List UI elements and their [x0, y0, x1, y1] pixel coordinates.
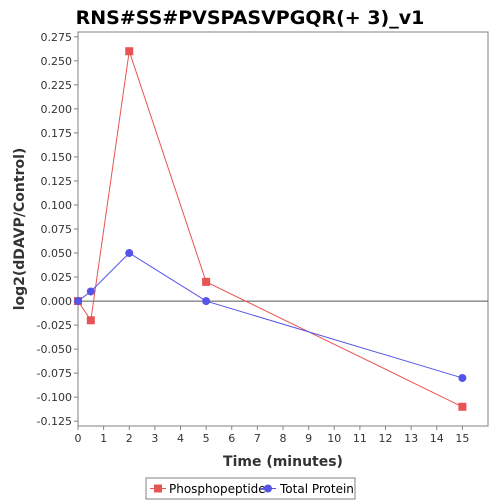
legend-label-total-protein: Total Protein [279, 482, 354, 496]
y-axis: -0.125 -0.100 -0.075 -0.050 -0.025 0.000 0.025… [37, 31, 78, 428]
x-tick-label: 1 [100, 432, 107, 445]
y-tick-label: -0.075 [37, 367, 72, 380]
y-tick-label: -0.025 [37, 319, 72, 332]
legend-marker-total-protein [264, 484, 272, 493]
data-point-total-protein [458, 373, 467, 382]
data-point-phosphopeptide [86, 316, 95, 325]
x-tick-label: 0 [75, 432, 82, 445]
legend-marker-phosphopeptide [154, 484, 162, 493]
y-tick-label: 0.175 [41, 127, 73, 140]
y-tick-label: 0.150 [41, 151, 73, 164]
x-tick-label: 8 [280, 432, 287, 445]
data-point-total-protein [74, 297, 82, 306]
y-tick-label: -0.050 [37, 343, 72, 356]
y-tick-label: 0.100 [41, 199, 73, 212]
data-point-phosphopeptide [458, 402, 467, 411]
x-tick-label: 9 [305, 432, 312, 445]
x-tick-label: 12 [379, 432, 393, 445]
y-tick-label: 0.225 [41, 79, 73, 92]
legend-box [145, 477, 356, 500]
y-tick-label: -0.100 [37, 391, 72, 404]
y-tick-label: 0.075 [41, 223, 73, 236]
x-axis-label: Time (minutes) [223, 454, 343, 470]
x-tick-label: 15 [455, 432, 469, 445]
y-tick-label: 0.000 [41, 295, 73, 308]
x-tick-label: 11 [353, 432, 367, 445]
x-axis: 0 1 2 3 4 5 6 7 8 9 10 11 12 13 14 15 [75, 426, 469, 445]
y-tick-label: 0.125 [41, 175, 73, 188]
x-tick-label: 10 [327, 432, 341, 445]
x-tick-label: 3 [151, 432, 158, 445]
data-point-phosphopeptide [125, 47, 134, 56]
data-point-total-protein [202, 297, 211, 306]
x-tick-label: 6 [228, 432, 235, 445]
data-point-phosphopeptide [202, 277, 211, 286]
y-tick-label: 0.250 [41, 55, 73, 68]
x-tick-label: 13 [404, 432, 418, 445]
x-tick-label: 5 [203, 432, 210, 445]
x-tick-label: 7 [254, 432, 261, 445]
data-point-total-protein [86, 287, 95, 296]
legend: Phosphopeptide Total Protein [145, 477, 356, 500]
y-tick-label: -0.125 [37, 415, 72, 428]
y-tick-label: 0.275 [41, 31, 73, 44]
y-tick-label: 0.050 [41, 247, 73, 260]
chart-title: RNS#SS#PVSPASVPGQR(+ 3)_v1 [76, 7, 425, 29]
x-tick-label: 14 [430, 432, 444, 445]
x-tick-label: 2 [126, 432, 133, 445]
x-tick-label: 4 [177, 432, 184, 445]
data-point-total-protein [125, 249, 134, 258]
plot-area [77, 31, 489, 427]
y-tick-label: 0.200 [41, 103, 73, 116]
series-layer [74, 47, 467, 411]
legend-label-phosphopeptide: Phosphopeptide [169, 482, 266, 496]
y-tick-label: 0.025 [41, 271, 73, 284]
y-axis-label: log2(dDAVP/Control) [12, 148, 28, 311]
